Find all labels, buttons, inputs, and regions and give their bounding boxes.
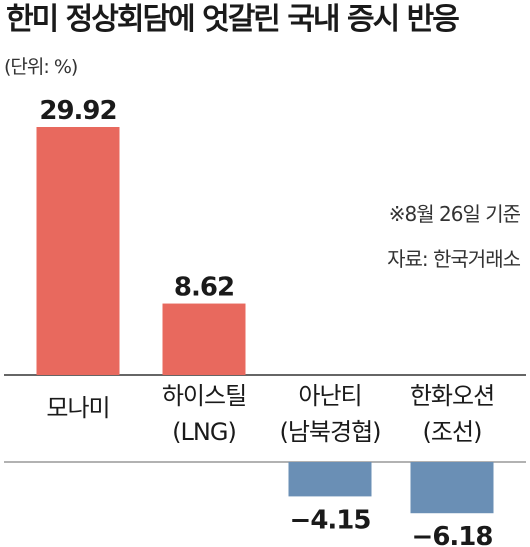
category-label-1-1: 모나미 [46, 394, 109, 422]
unit-label: (단위: %) [4, 56, 78, 78]
data-label-4: −6.18 [412, 522, 493, 547]
category-label-3-2: (남북경협) [279, 418, 380, 446]
category-label-2-2: (LNG) [172, 418, 236, 446]
category-label-4-1: 한화오션 [410, 382, 494, 410]
bar-3 [288, 462, 372, 497]
data-label-1: 29.92 [39, 96, 116, 126]
bar-4 [410, 462, 494, 514]
data-label-2: 8.62 [174, 273, 234, 303]
chart-title: 한미 정상회담에 엇갈린 국내 증시 반응 [6, 2, 460, 37]
bar-2 [162, 303, 246, 375]
bar-1 [36, 127, 120, 375]
source-note: 자료: 한국거래소 [387, 247, 521, 271]
data-label-3: −4.15 [290, 505, 371, 535]
category-label-3-1: 아난티 [298, 382, 361, 410]
category-label-4-2: (조선) [423, 418, 482, 446]
date-note: ※8월 26일 기준 [388, 202, 521, 226]
category-label-2-1: 하이스틸 [162, 382, 246, 410]
